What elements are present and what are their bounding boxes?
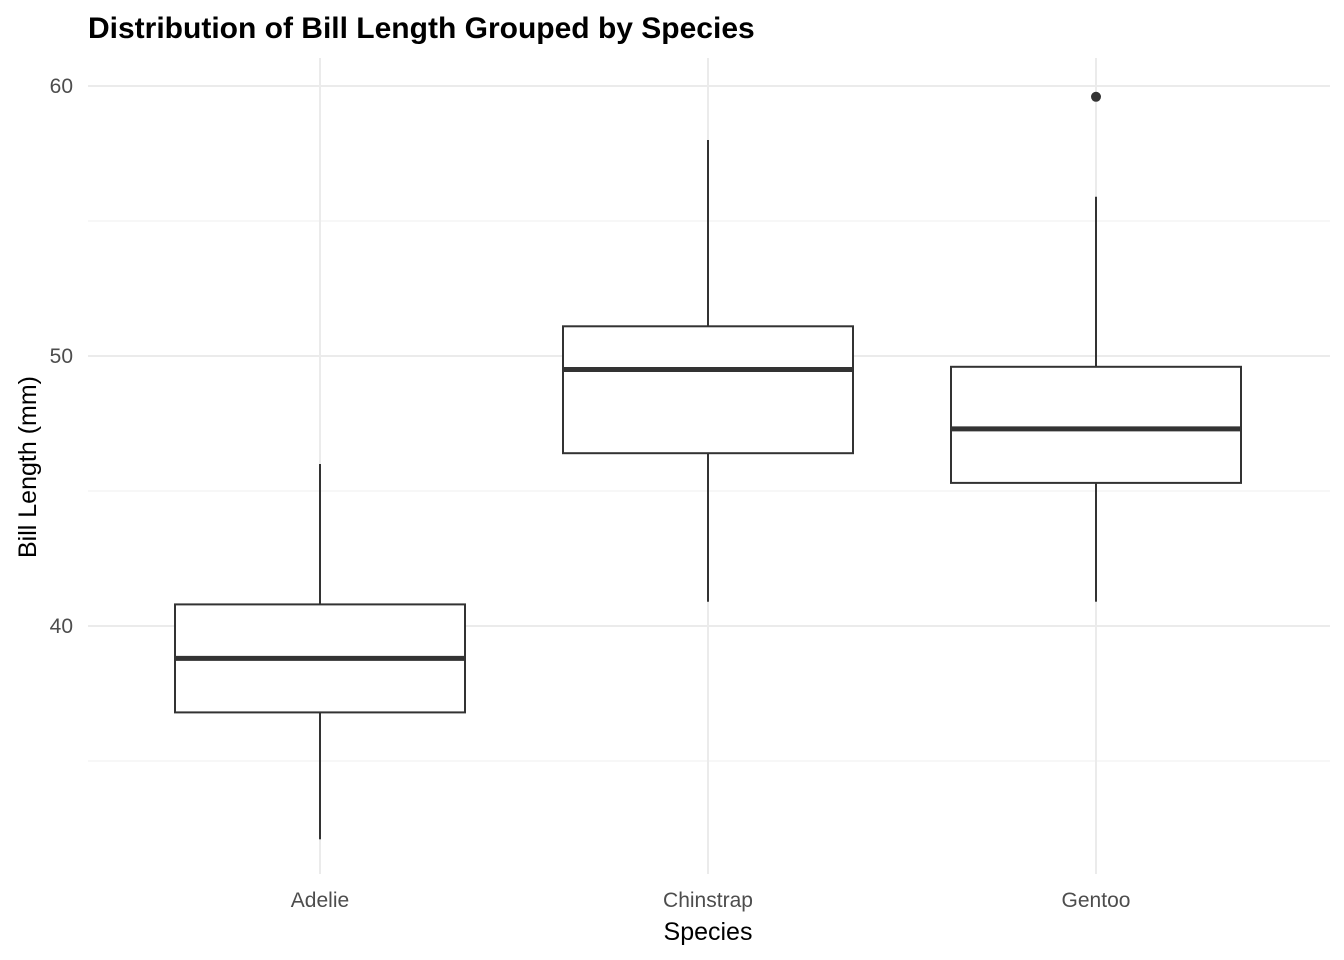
box-adelie xyxy=(174,464,466,840)
interquartile-box xyxy=(562,325,854,455)
y-tick-label: 60 xyxy=(50,75,73,98)
chart-title: Distribution of Bill Length Grouped by S… xyxy=(88,12,755,45)
x-tick-label: Chinstrap xyxy=(663,889,753,912)
x-tick-label: Adelie xyxy=(291,889,349,912)
y-tick-label: 40 xyxy=(50,615,73,638)
box-chinstrap xyxy=(562,140,854,602)
box-gentoo xyxy=(950,91,1242,602)
x-tick-label: Gentoo xyxy=(1062,889,1131,912)
x-axis-title: Species xyxy=(664,918,753,946)
box-layer xyxy=(174,91,1242,840)
tick-layer: 40 50 60 Adelie Chinstrap Gentoo xyxy=(50,75,1131,912)
y-tick-label: 50 xyxy=(50,345,73,368)
interquartile-box xyxy=(950,365,1242,484)
y-axis-title: Bill Length (mm) xyxy=(14,376,42,558)
outlier-point xyxy=(1091,91,1101,102)
